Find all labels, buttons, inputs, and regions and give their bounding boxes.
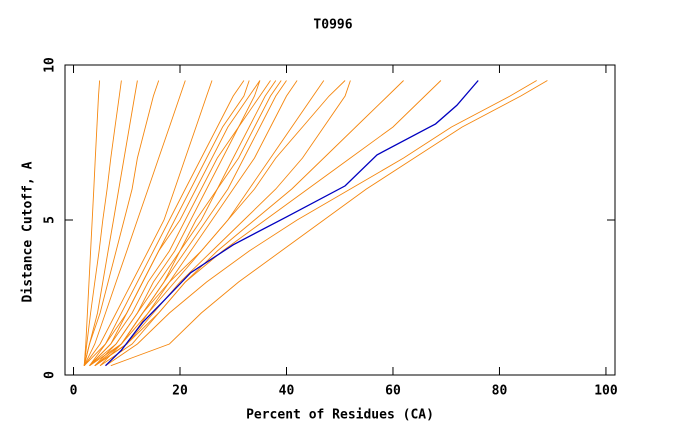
gdt-line — [94, 80, 351, 367]
gdt-line — [94, 80, 298, 367]
gdt-line — [83, 80, 186, 366]
x-tick-label: 20 — [172, 384, 188, 399]
x-tick-label: 60 — [385, 384, 401, 399]
x-tick-label: 40 — [279, 384, 295, 399]
gdt-line — [105, 80, 537, 367]
gdt-line — [89, 80, 250, 367]
gdt-line — [94, 80, 442, 367]
gdt-line — [94, 80, 261, 367]
gdt-line — [94, 80, 282, 367]
y-axis-label: Distance Cutoff, A — [21, 161, 36, 302]
gdt-line — [94, 80, 346, 367]
gdt-line — [83, 80, 160, 366]
x-axis-label: Percent of Residues (CA) — [246, 408, 434, 423]
gdt-line — [99, 80, 404, 367]
x-tick-label: 0 — [70, 384, 78, 399]
gdt-line — [83, 80, 213, 366]
x-tick-label: 80 — [492, 384, 508, 399]
gdt-line — [89, 80, 245, 366]
gdt-line — [110, 80, 548, 367]
gdt-line — [89, 80, 325, 367]
y-tick-label: 0 — [43, 371, 58, 379]
gdt-line — [83, 80, 101, 366]
y-tick-label: 10 — [43, 57, 58, 73]
gdt-line — [83, 80, 138, 366]
x-tick-label: 100 — [594, 384, 618, 399]
gdt-line — [89, 80, 277, 367]
gdt-line — [105, 80, 479, 367]
gdt-line — [83, 80, 122, 366]
gdt-line — [99, 80, 287, 367]
plot-frame — [64, 64, 616, 376]
gdt-line — [89, 80, 271, 367]
gdt-line — [83, 80, 261, 367]
chart-title: T0996 — [313, 18, 352, 33]
y-tick-label: 5 — [43, 216, 58, 224]
